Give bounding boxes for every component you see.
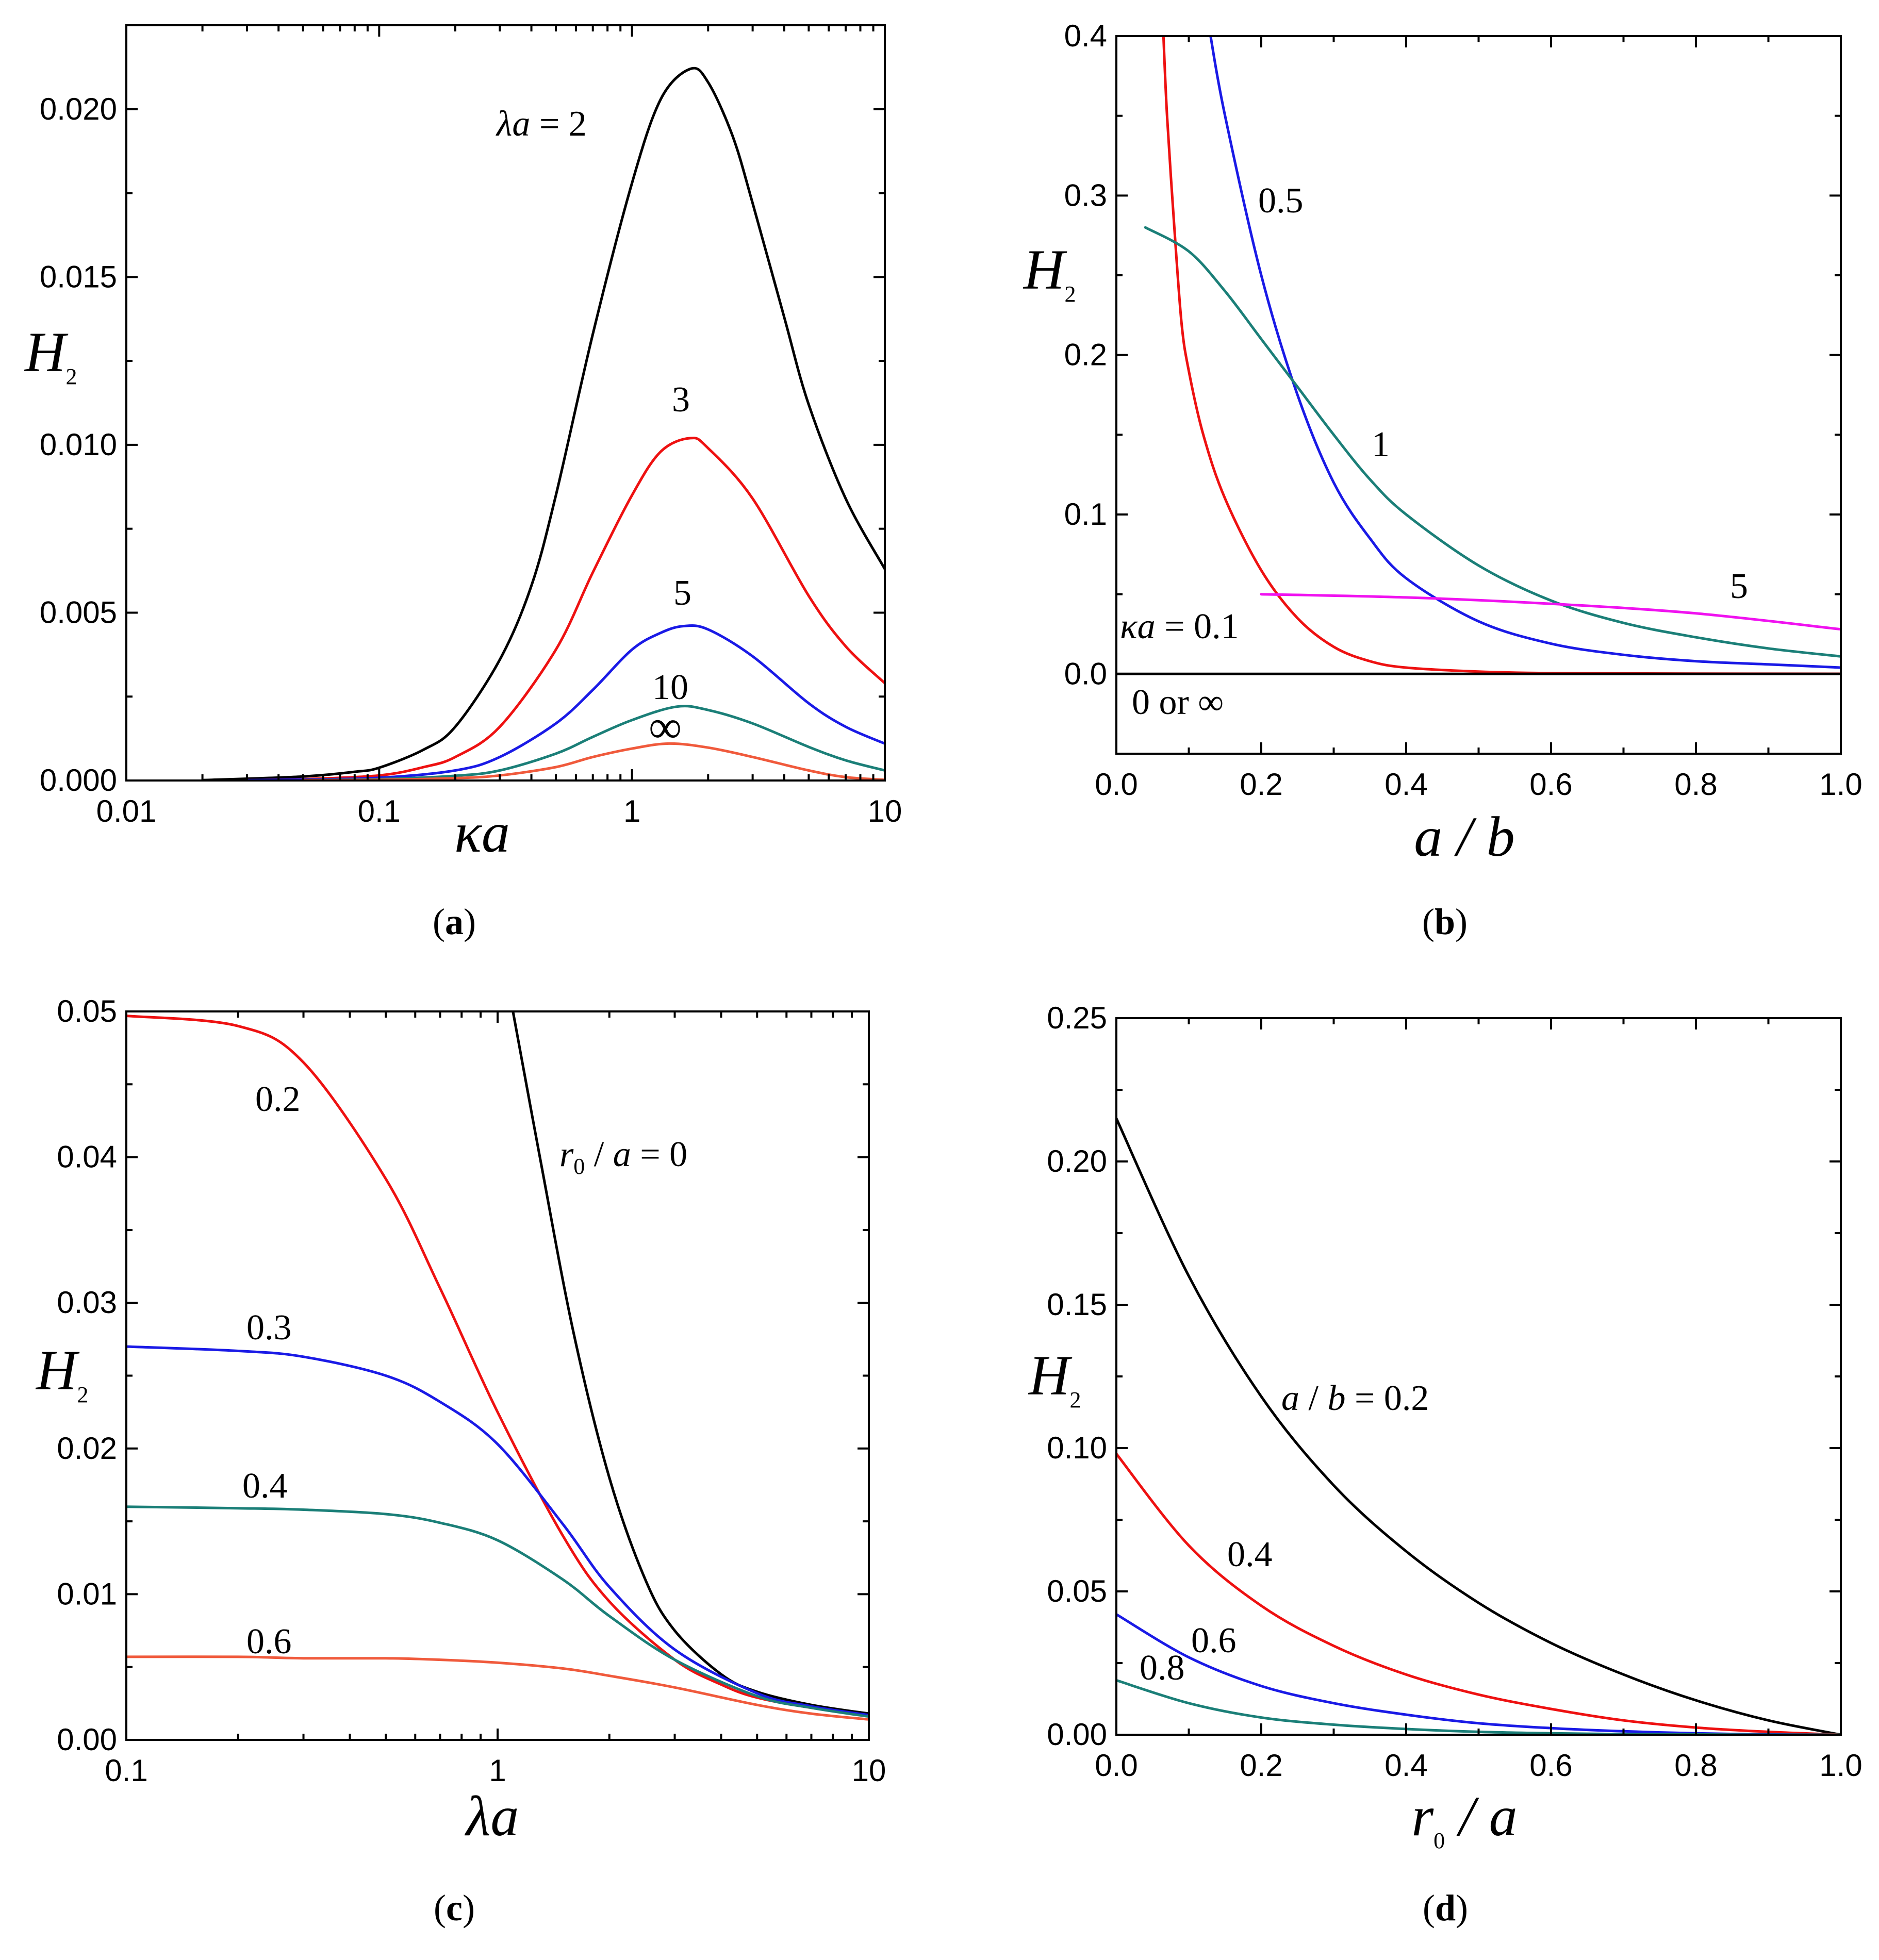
y-tick-label: 0.05 <box>1047 1574 1107 1608</box>
y-tick-label: 0.03 <box>57 1285 117 1320</box>
y-tick-label: 0.10 <box>1047 1431 1107 1465</box>
x-tick-label: 1 <box>489 1753 506 1788</box>
series-line-3 <box>126 1345 869 1717</box>
x-tick-label: 0.0 <box>1095 1748 1138 1783</box>
y-axis-label-a: H2 <box>24 321 77 389</box>
label-0-or-infinity: 0 or ∞ <box>1132 683 1224 722</box>
y-tick-label: 0.04 <box>57 1140 117 1174</box>
label-10: 10 <box>652 668 688 707</box>
x-tick-label: 0.8 <box>1674 767 1717 802</box>
series-line-1 <box>201 67 885 780</box>
x-tick-label: 1 <box>623 794 640 828</box>
y-tick-label: 0.3 <box>1064 178 1107 212</box>
caption-c: (c) <box>434 1887 475 1929</box>
panel-a: 0.01 0.1 1 10 0.000 0.005 0.010 0.015 0.020 κa H… <box>24 24 902 942</box>
series-line-4 <box>126 1505 869 1718</box>
caption-d: (d) <box>1423 1887 1468 1929</box>
x-axis-label-d: r0 / a <box>1411 1785 1517 1853</box>
panel-b: 0.0 0.2 0.4 0.6 0.8 1.00.00.10.20.30.4 a / b … <box>1023 19 1862 942</box>
label-0.2: 0.2 <box>255 1079 301 1119</box>
series-line-1 <box>1116 1117 1841 1735</box>
caption-a: (a) <box>433 901 476 942</box>
plot-frame-c <box>125 1010 870 1741</box>
y-tick-label: 0.00 <box>1047 1717 1107 1752</box>
y-tick-label: 0.005 <box>40 595 117 629</box>
series-line-3 <box>245 624 885 780</box>
y-tick-label: 0.20 <box>1047 1144 1107 1178</box>
x-tick-label: 0.6 <box>1529 767 1572 802</box>
y-axis-label-d: H2 <box>1028 1344 1081 1413</box>
label-infinity: ∞ <box>649 702 682 753</box>
series-line-2 <box>1116 1452 1841 1735</box>
x-tick-label: 1.0 <box>1819 767 1862 802</box>
y-tick-label: 0.02 <box>57 1431 117 1466</box>
label-0.4: 0.4 <box>242 1466 288 1506</box>
x-tick-label: 0.4 <box>1384 767 1427 802</box>
x-tick-label: 0.1 <box>358 794 401 828</box>
y-tick-label: 0.01 <box>57 1576 117 1611</box>
panel-d: 0.0 0.2 0.4 0.6 0.8 1.00.000.050.100.150.200.… <box>1028 1001 1862 1929</box>
y-tick-label: 0.000 <box>40 763 117 798</box>
label-0.3: 0.3 <box>246 1308 292 1348</box>
label-lambda-2: λa = 2 <box>496 104 587 144</box>
x-tick-label: 0.01 <box>96 794 157 828</box>
y-tick-label: 0.00 <box>57 1722 117 1757</box>
y-tick-label: 0.15 <box>1047 1287 1107 1322</box>
x-axis-label-c: λa <box>465 1785 519 1848</box>
label-0.6: 0.6 <box>1191 1621 1237 1660</box>
series-line-3 <box>1144 226 1841 658</box>
series-line-1 <box>512 1011 869 1715</box>
x-tick-label: 0.2 <box>1240 1748 1282 1783</box>
plot-frame-a <box>125 24 886 782</box>
x-tick-label: 10 <box>868 794 902 828</box>
series-line-4 <box>1260 593 1841 631</box>
label-5: 5 <box>673 573 691 613</box>
series-line-4 <box>302 705 885 780</box>
x-tick-label: 1.0 <box>1819 1748 1862 1783</box>
label-5: 5 <box>1730 567 1748 606</box>
y-axis-label-b: H2 <box>1023 238 1076 307</box>
x-tick-label: 10 <box>852 1753 886 1788</box>
y-tick-label: 0.015 <box>40 259 117 294</box>
panel-c: 0.1 1 10 0.00 0.01 0.02 0.03 0.04 0.05 λa H2 0.2… <box>35 994 886 1929</box>
x-tick-label: 0.1 <box>105 1753 147 1788</box>
label-1: 1 <box>1372 425 1390 464</box>
label-3: 3 <box>672 380 690 420</box>
series-line-5 <box>126 1655 869 1721</box>
label-0.6: 0.6 <box>246 1622 292 1662</box>
x-tick-label: 0.4 <box>1384 1748 1427 1783</box>
y-tick-label: 0.05 <box>57 994 117 1028</box>
y-tick-label: 0.020 <box>40 92 117 126</box>
x-tick-label: 0.2 <box>1240 767 1282 802</box>
y-tick-label: 0.4 <box>1064 19 1107 53</box>
label-0.8: 0.8 <box>1140 1648 1185 1688</box>
x-tick-label: 0.8 <box>1674 1748 1717 1783</box>
x-axis-label-b: a / b <box>1414 805 1515 868</box>
x-tick-label: 0.0 <box>1095 767 1138 802</box>
x-tick-label: 0.6 <box>1529 1748 1572 1783</box>
series-line-2 <box>126 1015 869 1717</box>
series-line-4 <box>1116 1679 1841 1735</box>
y-tick-label: 0.0 <box>1064 656 1107 691</box>
label-0.5: 0.5 <box>1258 181 1304 221</box>
y-axis-label-c: H2 <box>35 1339 88 1407</box>
label-r0-a-0: r0 / a = 0 <box>559 1135 687 1179</box>
x-axis-label-a: κa <box>454 801 510 864</box>
series-line-5 <box>302 742 885 780</box>
y-tick-label: 0.2 <box>1064 338 1107 372</box>
series-line-2 <box>245 437 885 780</box>
y-tick-label: 0.1 <box>1064 497 1107 531</box>
y-tick-label: 0.010 <box>40 427 117 462</box>
label-a-b-0.2: a / b = 0.2 <box>1281 1378 1429 1418</box>
label-0.4: 0.4 <box>1227 1535 1273 1574</box>
label-kappa-0.1: κa = 0.1 <box>1120 607 1239 646</box>
y-tick-label: 0.25 <box>1047 1001 1107 1035</box>
series-line-2 <box>1209 36 1841 669</box>
caption-b: (b) <box>1422 901 1468 942</box>
